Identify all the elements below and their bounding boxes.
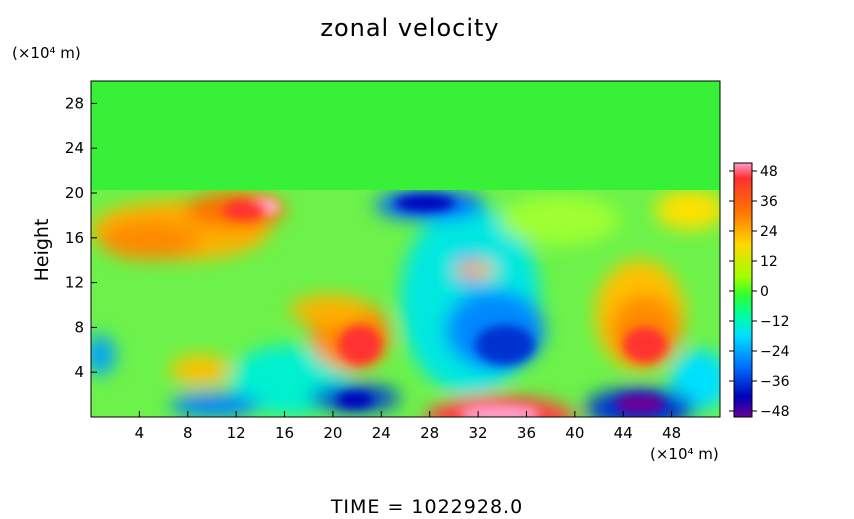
x-tick-label: 40 xyxy=(565,424,584,442)
y-tick-label: 20 xyxy=(65,184,84,202)
y-tick-label: 16 xyxy=(65,229,84,247)
plot-frame xyxy=(90,80,721,418)
x-axis-unit: (×10⁴ m) xyxy=(650,445,719,463)
colorbar-tick-label: 12 xyxy=(760,254,778,270)
upper-layer xyxy=(91,81,720,191)
colorbar-tick-label: 0 xyxy=(760,284,769,300)
y-axis: 4 8 12 16 20 24 28 xyxy=(65,94,97,381)
x-tick-label: 8 xyxy=(183,424,193,442)
colorbar-tick-label: 36 xyxy=(760,194,778,210)
y-axis-unit: (×10⁴ m) xyxy=(12,44,81,62)
colorbar-tick-label: −36 xyxy=(760,374,790,390)
y-tick-label: 28 xyxy=(65,94,84,112)
chart-title: zonal velocity xyxy=(320,14,500,42)
x-axis: 4 8 12 16 20 24 28 32 36 40 44 48 xyxy=(135,411,681,442)
colorbar-tick-label: 24 xyxy=(760,224,778,240)
y-tick-label: 8 xyxy=(74,318,84,336)
x-tick-label: 44 xyxy=(614,424,633,442)
y-axis-label: Height xyxy=(31,219,53,282)
colorbar-tick-label: −24 xyxy=(760,344,790,360)
x-tick-label: 4 xyxy=(135,424,145,442)
time-label: TIME = 1022928.0 xyxy=(330,496,524,518)
colorbar-tick-label: −12 xyxy=(760,314,790,330)
y-tick-label: 12 xyxy=(65,274,84,292)
colorbar-tick-label: 48 xyxy=(760,164,778,180)
x-tick-label: 36 xyxy=(517,424,536,442)
x-tick-label: 12 xyxy=(227,424,246,442)
field-blobs xyxy=(91,190,720,417)
x-tick-label: 48 xyxy=(662,424,681,442)
colorbar-tick-label: −48 xyxy=(760,404,790,420)
x-tick-label: 28 xyxy=(420,424,439,442)
y-tick-label: 4 xyxy=(74,363,84,381)
x-tick-label: 24 xyxy=(372,424,391,442)
x-tick-label: 20 xyxy=(323,424,342,442)
colorbar-ticks: 48 36 24 12 0 −12 −24 −36 −48 xyxy=(729,164,790,420)
y-tick-label: 24 xyxy=(65,139,84,157)
colorbar xyxy=(733,162,753,418)
x-tick-label: 16 xyxy=(275,424,294,442)
x-tick-label: 32 xyxy=(469,424,488,442)
